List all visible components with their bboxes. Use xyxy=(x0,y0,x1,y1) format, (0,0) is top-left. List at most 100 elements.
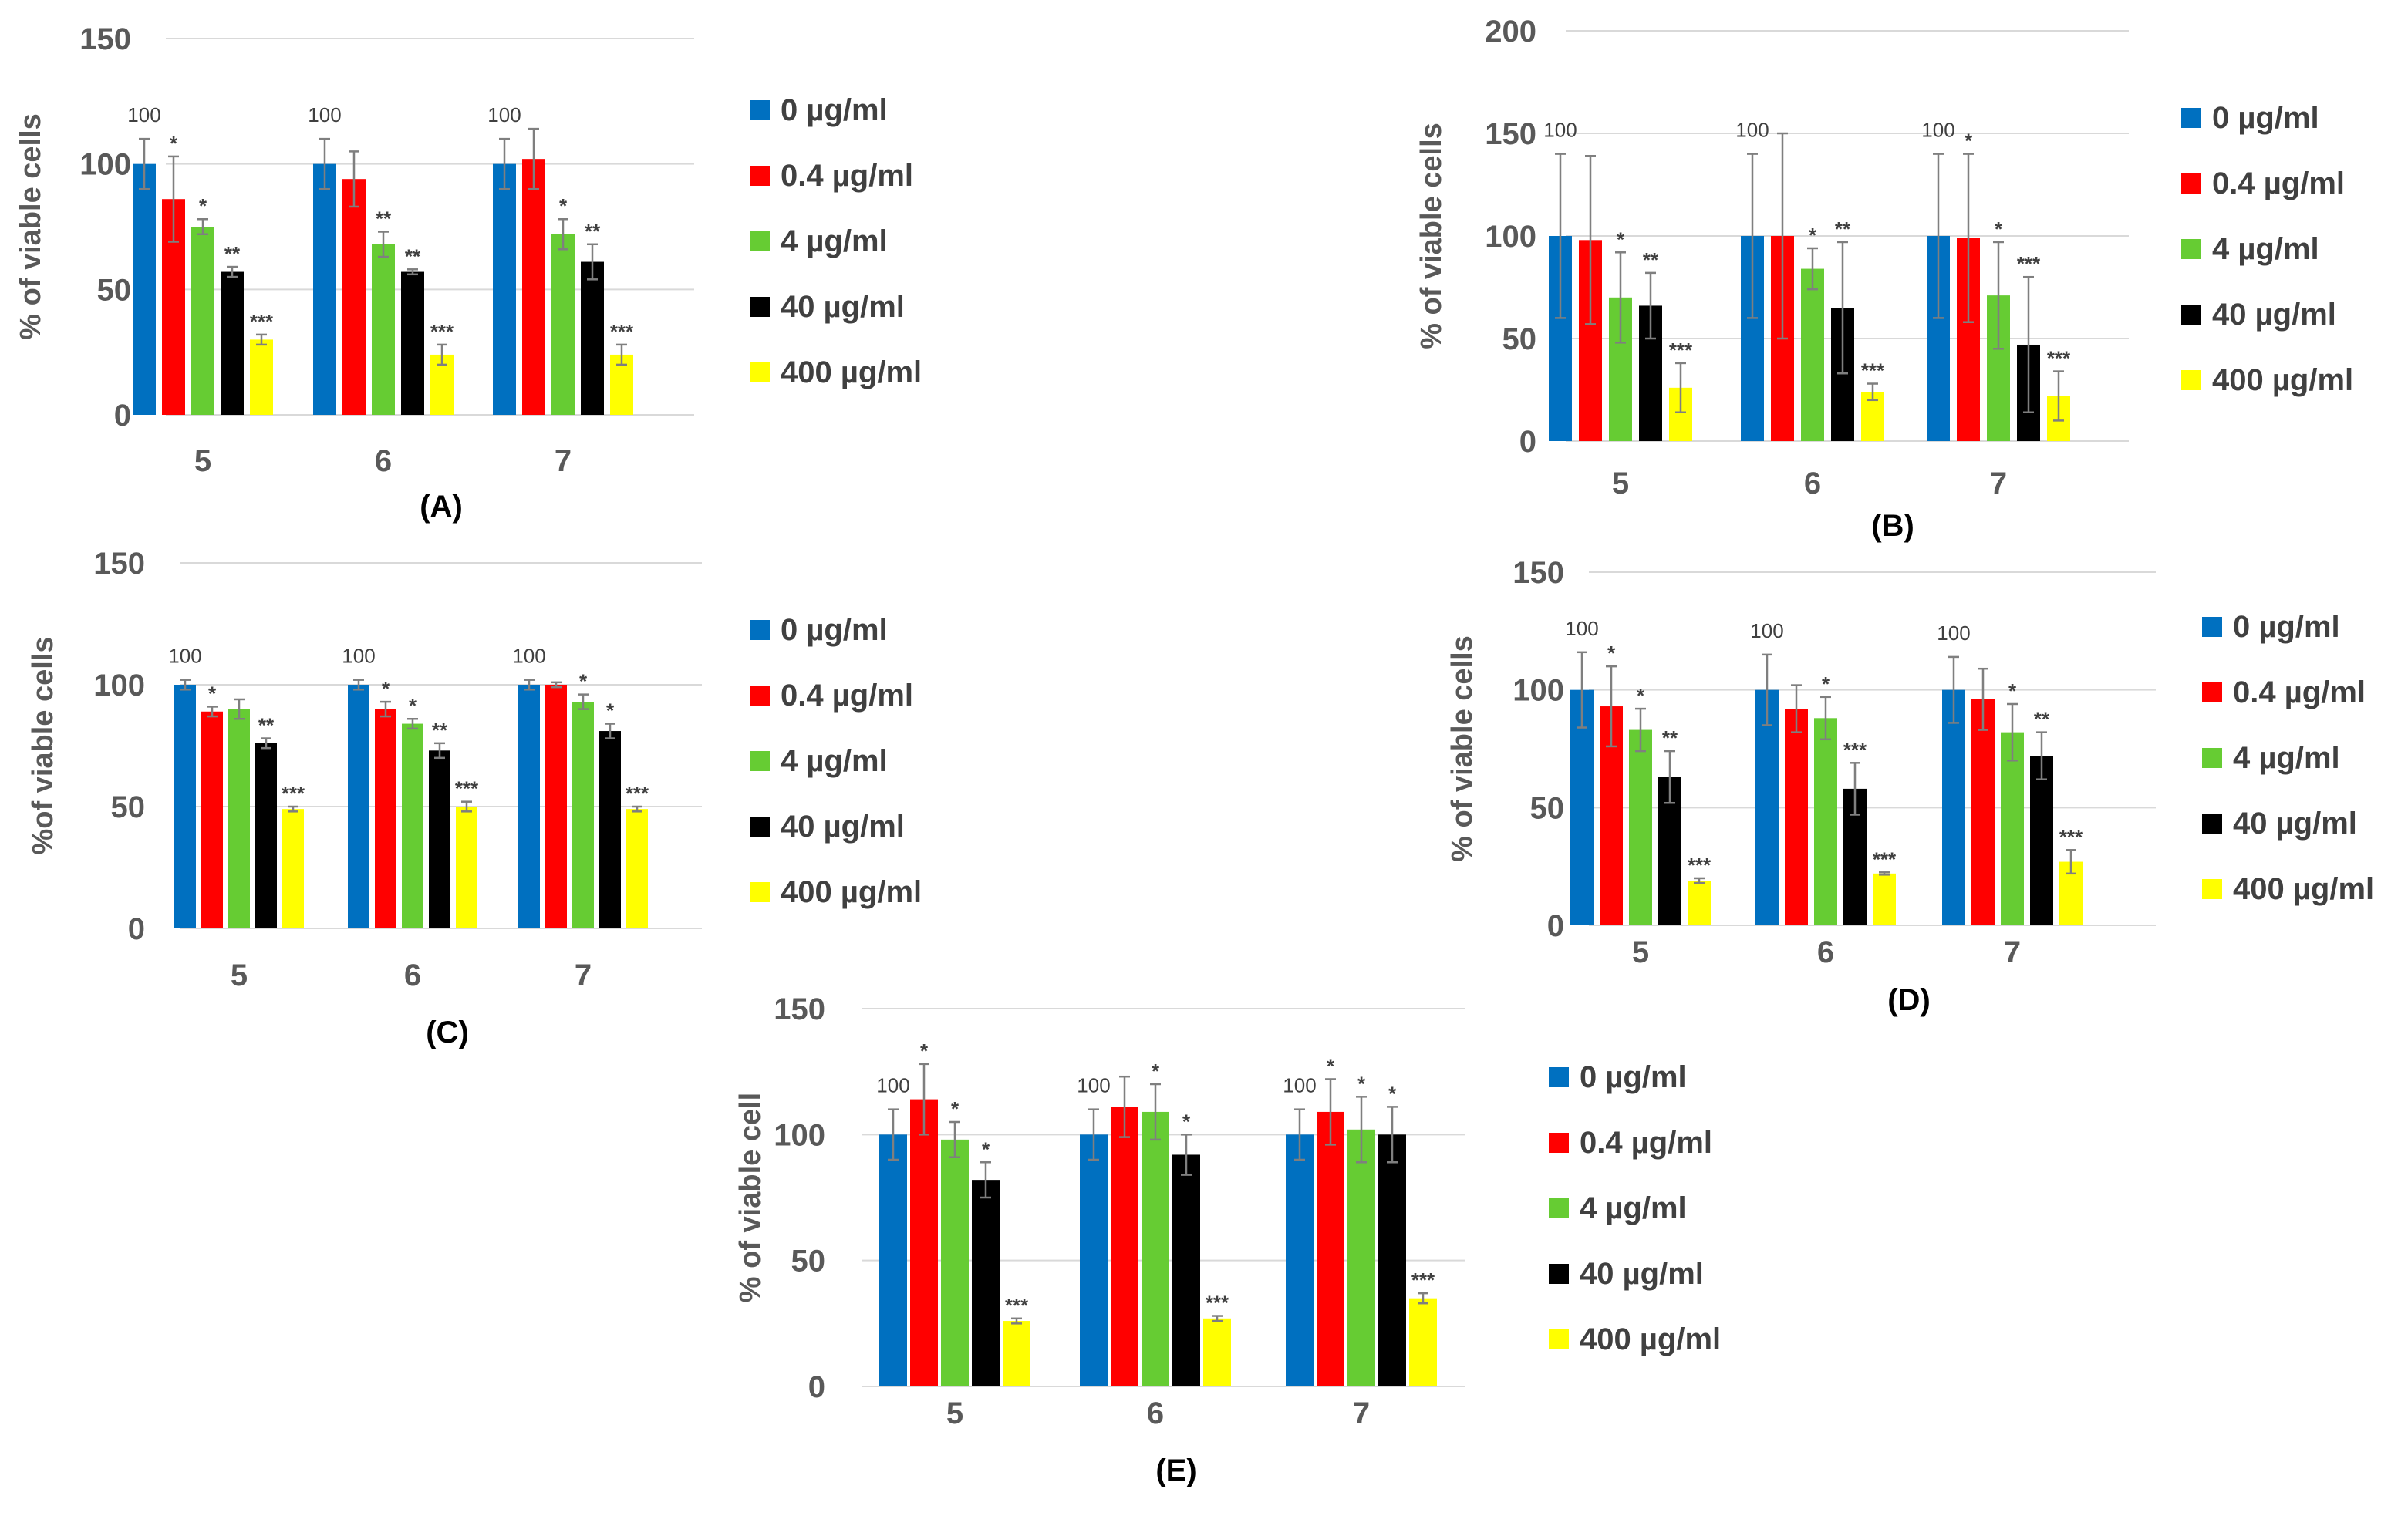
bar xyxy=(1317,1111,1344,1386)
legend-swatch xyxy=(1549,1264,1569,1284)
bar xyxy=(375,709,396,928)
bar xyxy=(372,244,395,415)
significance-label: * xyxy=(199,194,207,217)
bar xyxy=(2001,732,2024,925)
significance-label: *** xyxy=(1873,847,1897,871)
legend-swatch xyxy=(750,166,770,186)
significance-label: * xyxy=(1152,1060,1160,1083)
bar xyxy=(429,750,450,928)
legend-label: 0 µg/ml xyxy=(2233,610,2340,644)
y-tick-label: 150 xyxy=(1513,556,1564,590)
legend-swatch xyxy=(2202,879,2222,899)
y-tick-label: 100 xyxy=(1513,674,1564,708)
significance-label: ** xyxy=(224,242,241,265)
significance-label: *** xyxy=(626,782,649,805)
significance-label: * xyxy=(1637,684,1645,707)
legend-label: 0.4 µg/ml xyxy=(781,679,913,713)
bar xyxy=(191,227,214,415)
legend-swatch xyxy=(1549,1198,1569,1218)
bar xyxy=(255,743,277,928)
significance-label: *** xyxy=(1861,359,1885,382)
legend-swatch xyxy=(2202,617,2222,637)
legend-label: 4 µg/ml xyxy=(2212,232,2319,266)
legend-swatch xyxy=(750,297,770,317)
data-label: 100 xyxy=(876,1074,909,1097)
bar xyxy=(551,234,575,415)
significance-label: * xyxy=(951,1097,959,1120)
significance-label: * xyxy=(1809,224,1817,247)
legend-label: 4 µg/ml xyxy=(1580,1191,1687,1225)
significance-label: * xyxy=(1995,217,2003,241)
y-tick-label: 150 xyxy=(774,992,825,1026)
significance-label: * xyxy=(170,132,178,155)
data-label: 100 xyxy=(1937,622,1970,645)
legend-label: 40 µg/ml xyxy=(781,290,905,324)
x-tick-label: 7 xyxy=(575,958,592,992)
bar xyxy=(972,1180,1000,1386)
legend-swatch xyxy=(750,751,770,771)
significance-label: *** xyxy=(282,782,305,805)
bar xyxy=(1755,689,1779,925)
bar xyxy=(282,809,304,928)
y-tick-label: 100 xyxy=(79,148,131,182)
data-label: 100 xyxy=(127,103,160,126)
bar xyxy=(1942,689,1965,925)
significance-label: ** xyxy=(2034,708,2050,731)
legend-swatch xyxy=(2202,814,2222,834)
y-tick-label: 0 xyxy=(128,912,145,946)
significance-label: *** xyxy=(2047,347,2071,370)
x-tick-label: 6 xyxy=(375,444,392,478)
bar xyxy=(401,271,424,415)
data-label: 100 xyxy=(1735,119,1769,142)
bar xyxy=(201,711,223,928)
significance-label: *** xyxy=(1206,1292,1229,1315)
y-axis-title: %of viable cells xyxy=(27,636,59,854)
legend-swatch xyxy=(1549,1067,1569,1087)
significance-label: * xyxy=(559,194,568,217)
panel-label: (E) xyxy=(1155,1454,1196,1487)
y-tick-label: 150 xyxy=(1485,117,1536,151)
x-tick-label: 5 xyxy=(1612,467,1629,500)
legend-label: 400 µg/ml xyxy=(781,875,922,909)
data-label: 100 xyxy=(1283,1074,1316,1097)
y-axis-title: % of viable cells xyxy=(1415,123,1448,349)
x-tick-label: 6 xyxy=(1817,935,1834,969)
legend-swatch xyxy=(750,231,770,251)
legend-swatch xyxy=(750,817,770,837)
significance-label: ** xyxy=(432,719,448,742)
significance-label: * xyxy=(1617,227,1625,251)
legend-label: 4 µg/ml xyxy=(2233,741,2340,775)
legend-swatch xyxy=(2181,108,2201,128)
data-label: 100 xyxy=(1921,119,1954,142)
y-tick-label: 100 xyxy=(93,669,145,702)
legend-label: 4 µg/ml xyxy=(781,744,888,778)
bar xyxy=(1814,718,1837,925)
significance-label: *** xyxy=(250,310,274,333)
legend-label: 40 µg/ml xyxy=(781,810,905,844)
legend-label: 0.4 µg/ml xyxy=(2212,167,2345,200)
significance-label: ** xyxy=(405,244,421,268)
bar xyxy=(174,685,196,928)
bar xyxy=(626,809,648,928)
bar xyxy=(1080,1134,1108,1386)
bar xyxy=(493,163,516,415)
bar xyxy=(228,709,250,928)
y-tick-label: 100 xyxy=(1485,220,1536,254)
panel-label: (C) xyxy=(426,1016,469,1049)
bar xyxy=(1286,1134,1314,1386)
x-tick-label: 6 xyxy=(1147,1396,1164,1430)
y-tick-label: 150 xyxy=(93,547,145,581)
bar xyxy=(572,702,594,928)
legend-label: 0.4 µg/ml xyxy=(1580,1126,1712,1160)
data-label: 100 xyxy=(168,645,201,668)
data-label: 100 xyxy=(308,103,341,126)
significance-label: *** xyxy=(430,320,454,343)
y-tick-label: 50 xyxy=(791,1245,826,1278)
legend-swatch xyxy=(2202,748,2222,768)
significance-label: * xyxy=(982,1137,990,1161)
y-tick-label: 50 xyxy=(1502,322,1537,356)
legend-label: 4 µg/ml xyxy=(781,224,888,258)
bar xyxy=(1873,873,1896,925)
